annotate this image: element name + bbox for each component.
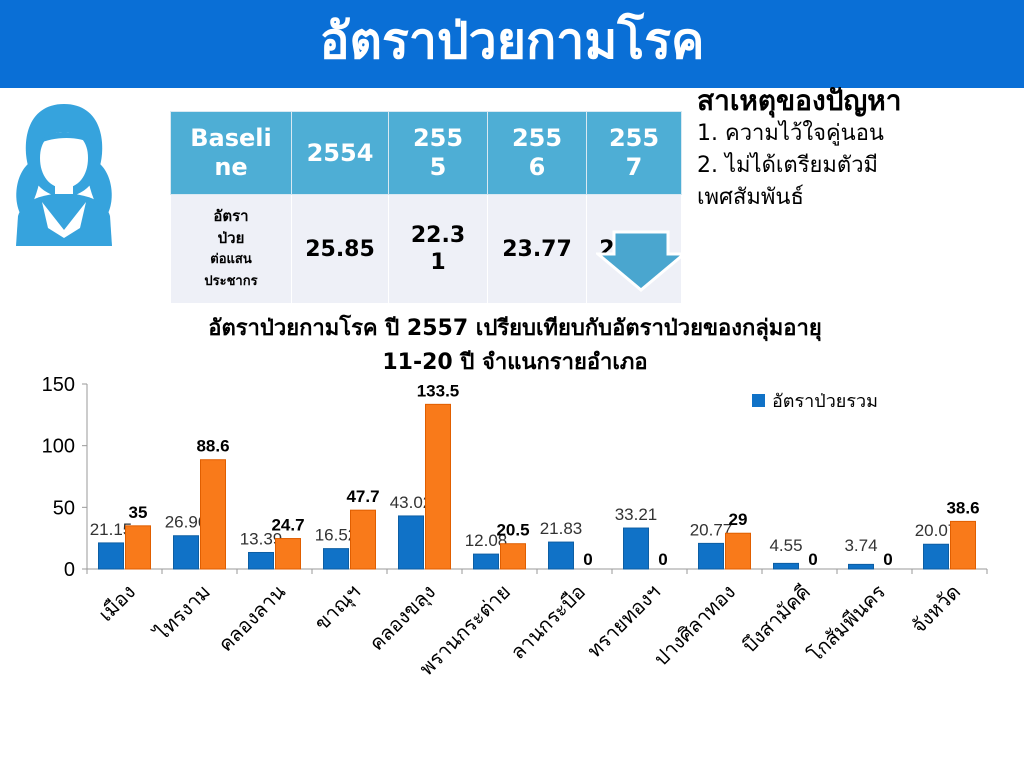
data-label-age: 0 xyxy=(583,550,592,569)
legend-label-total: อัตราป่วยรวม xyxy=(772,391,878,411)
data-label-total: 3.74 xyxy=(844,536,877,555)
data-label-age: 88.6 xyxy=(196,437,229,456)
bar-total xyxy=(623,527,649,570)
bar-age-11-20 xyxy=(425,403,451,570)
table-header-2556: 255 6 xyxy=(487,111,587,195)
bar-total xyxy=(923,543,949,570)
data-label-age: 38.6 xyxy=(946,498,979,517)
bar-age-11-20 xyxy=(500,543,526,570)
x-category-label: ไทรงาม xyxy=(149,580,215,646)
bar-age-11-20 xyxy=(125,525,151,570)
x-category-label: บึงสามัคคี xyxy=(739,581,815,657)
bar-total xyxy=(323,548,349,570)
data-label-total: 16.52 xyxy=(315,526,358,545)
table-header-2557: 255 7 xyxy=(586,111,682,195)
data-label-total: 33.21 xyxy=(615,505,658,524)
data-label-total: 20.07 xyxy=(915,521,958,540)
y-tick-label: 150 xyxy=(42,374,75,396)
bar-total xyxy=(698,542,724,570)
bar-total xyxy=(473,553,499,570)
data-label-total: 21.15 xyxy=(90,520,133,539)
data-label-total: 4.55 xyxy=(769,536,802,555)
x-category-label: เมือง xyxy=(95,581,140,626)
x-category-label: คลองขลุง xyxy=(366,581,441,656)
bar-total xyxy=(98,542,124,570)
row-label-line: ป่วย xyxy=(217,229,245,247)
bar-total xyxy=(173,535,199,570)
row-label-line: ประชากร xyxy=(204,274,258,289)
y-tick-label: 0 xyxy=(64,559,75,581)
bar-age-11-20 xyxy=(950,520,976,570)
down-arrow-icon xyxy=(596,230,686,292)
row-label-line: อัตรา xyxy=(213,207,249,225)
chart-title-line: 11-20 ปี จำแนกรายอำเภอ xyxy=(382,350,648,375)
row-label-line: ต่อแสน xyxy=(210,252,252,267)
x-category-label: จังหวัด xyxy=(908,581,965,638)
cause-item: 2. ไม่ได้เตรียมตัวมี xyxy=(697,153,879,178)
data-label-age: 0 xyxy=(808,550,817,569)
x-category-label: ทรายทองฯ xyxy=(584,581,665,662)
legend-swatch-total xyxy=(752,394,765,407)
rate-table: Baseli ne 2554 255 5 255 6 255 7 อัตรา ป่วย … xyxy=(170,111,682,304)
table-cell-2555: 22.3 1 xyxy=(388,194,488,304)
bar-total xyxy=(848,563,874,570)
data-label-age: 133.5 xyxy=(417,381,460,400)
x-category-label: ปางศิลาทอง xyxy=(650,581,740,671)
table-header-2555: 255 5 xyxy=(388,111,488,195)
header-line: 2554 xyxy=(306,138,374,167)
data-label-age: 0 xyxy=(883,550,892,569)
cause-item: เพศสัมพันธ์ xyxy=(697,185,804,210)
table-header-2554: 2554 xyxy=(291,111,389,195)
header-line: Baseli ne xyxy=(190,124,272,181)
bar-age-11-20 xyxy=(275,538,301,570)
table-header-baseline: Baseli ne xyxy=(170,111,292,195)
data-label-total: 26.96 xyxy=(165,513,208,532)
cause-item: 1. ความไว้ใจคู่นอน xyxy=(697,121,884,146)
chart-title: อัตราป่วยกามโรค ปี 2557 เปรียบเทียบกับอั… xyxy=(20,312,1010,380)
data-label-age: 35 xyxy=(129,503,148,522)
data-label-age: 47.7 xyxy=(346,487,379,506)
data-label-total: 12.08 xyxy=(465,531,508,550)
data-label-total: 13.39 xyxy=(240,529,283,548)
bar-age-11-20 xyxy=(725,532,751,570)
data-label-age: 24.7 xyxy=(271,516,304,535)
chart-title-line: อัตราป่วยกามโรค ปี 2557 เปรียบเทียบกับอั… xyxy=(208,316,822,341)
bar-age-11-20 xyxy=(350,509,376,570)
causes-box: สาเหตุของปัญหา 1. ความไว้ใจคู่นอน 2. ไม่… xyxy=(697,84,1017,214)
table-cell-2554: 25.85 xyxy=(291,194,389,304)
girl-avatar-icon xyxy=(16,104,112,246)
bar-total xyxy=(248,551,274,570)
bar-total xyxy=(548,541,574,570)
data-label-age: 0 xyxy=(658,550,667,569)
x-category-label: คลองลาน xyxy=(215,581,291,657)
x-category-label: ขาณุฯ xyxy=(311,581,366,636)
y-tick-label: 50 xyxy=(53,497,75,519)
data-label-total: 20.77 xyxy=(690,520,733,539)
bar-total xyxy=(773,562,799,570)
data-label-total: 21.83 xyxy=(540,519,583,538)
data-label-age: 20.5 xyxy=(496,521,529,540)
causes-heading: สาเหตุของปัญหา xyxy=(697,84,902,117)
bar-age-11-20 xyxy=(200,459,226,570)
x-category-label: โกสัมพีนคร xyxy=(804,580,891,667)
x-category-label: ลานกระบือ xyxy=(507,581,590,664)
title-banner: อัตราป่วยกามโรค xyxy=(0,0,1024,88)
table-cell-2556: 23.77 xyxy=(487,194,587,304)
y-tick-label: 100 xyxy=(42,436,75,458)
bar-total xyxy=(398,515,424,570)
data-label-age: 29 xyxy=(729,510,748,529)
table-row-label: อัตรา ป่วย ต่อแสน ประชากร xyxy=(170,194,292,304)
page-title: อัตราป่วยกามโรค xyxy=(319,12,705,70)
data-label-total: 43.02 xyxy=(390,493,433,512)
